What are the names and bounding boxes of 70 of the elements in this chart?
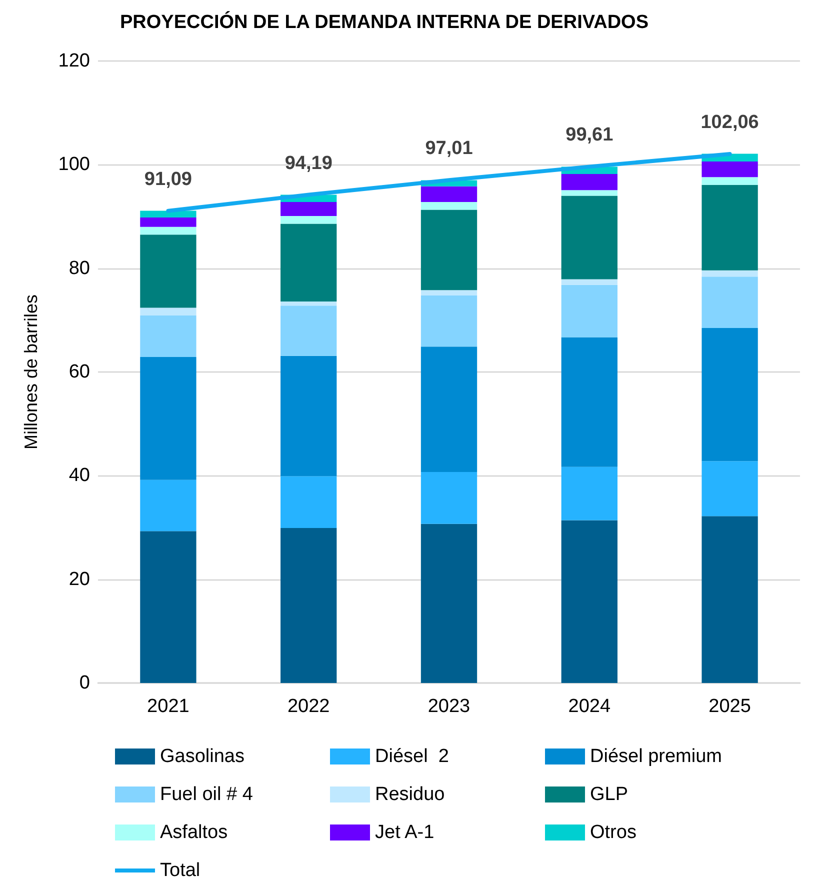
x-tick-label: 2025	[708, 696, 751, 717]
bar	[561, 520, 618, 683]
y-axis-title: Millones de barriles	[21, 294, 41, 450]
legend-label: Asfaltos	[160, 822, 228, 843]
y-tick-label: 120	[58, 50, 90, 72]
bar	[420, 346, 478, 472]
data-label: 102,06	[700, 112, 759, 133]
bar	[420, 186, 478, 202]
y-tick-label: 100	[58, 154, 90, 176]
legend-label: Jet A-1	[375, 822, 434, 843]
bar	[140, 480, 196, 532]
data-label: 91,09	[144, 168, 192, 190]
bar	[702, 516, 758, 683]
bar	[140, 226, 196, 235]
legend-label: Residuo	[375, 784, 445, 805]
bar	[280, 306, 337, 356]
bar	[561, 190, 618, 196]
bar	[420, 202, 478, 210]
bar	[140, 308, 196, 316]
bar	[702, 184, 758, 270]
y-tick-label: 60	[68, 362, 90, 382]
x-tick-label: 2022	[287, 696, 330, 717]
bar	[140, 218, 196, 227]
bar	[140, 316, 196, 357]
bar	[420, 295, 478, 347]
legend-label: Gasolinas	[160, 746, 244, 767]
legend-label: Diésel 2	[375, 746, 449, 767]
bar	[561, 196, 618, 280]
y-tick-label: 20	[68, 568, 90, 590]
legend-label: GLP	[590, 784, 628, 805]
chart-title: PROYECCIÓN DE LA DEMANDA INTERNA DE DERIVADOS	[120, 11, 649, 33]
bar	[140, 356, 196, 480]
bar	[561, 174, 618, 190]
bar	[420, 472, 478, 524]
bar	[280, 302, 337, 306]
bar	[420, 210, 478, 290]
bar	[140, 531, 196, 683]
bar	[280, 202, 337, 216]
data-label: 99,61	[566, 124, 614, 146]
bar	[561, 466, 618, 520]
bar	[280, 356, 337, 476]
legend-label: Diésel premium	[590, 746, 722, 767]
bar	[420, 524, 478, 683]
bar	[420, 290, 478, 296]
bar	[702, 328, 758, 462]
bar	[561, 279, 618, 285]
legend-label: Fuel oil # 4	[160, 784, 254, 805]
y-tick-label: 40	[68, 465, 90, 486]
data-label: 97,01	[425, 138, 474, 160]
bar	[280, 224, 337, 302]
y-tick-label: 80	[68, 258, 90, 279]
y-tick-label: 0	[79, 672, 90, 694]
bar	[702, 276, 758, 328]
bar	[280, 476, 337, 528]
legend-label: Total	[160, 860, 200, 878]
data-label: 94,19	[284, 152, 332, 174]
bar	[702, 461, 758, 516]
bar	[561, 284, 618, 338]
bar	[140, 210, 196, 218]
bar	[702, 162, 758, 178]
x-tick-label: 2024	[568, 696, 611, 717]
bar	[702, 270, 758, 277]
x-tick-label: 2021	[147, 696, 190, 717]
legend-label: Otros	[590, 822, 636, 843]
bar	[140, 234, 196, 308]
x-tick-label: 2023	[428, 696, 470, 717]
bar	[702, 177, 758, 185]
bar	[280, 528, 337, 683]
bar	[280, 216, 337, 224]
bar	[561, 337, 618, 467]
